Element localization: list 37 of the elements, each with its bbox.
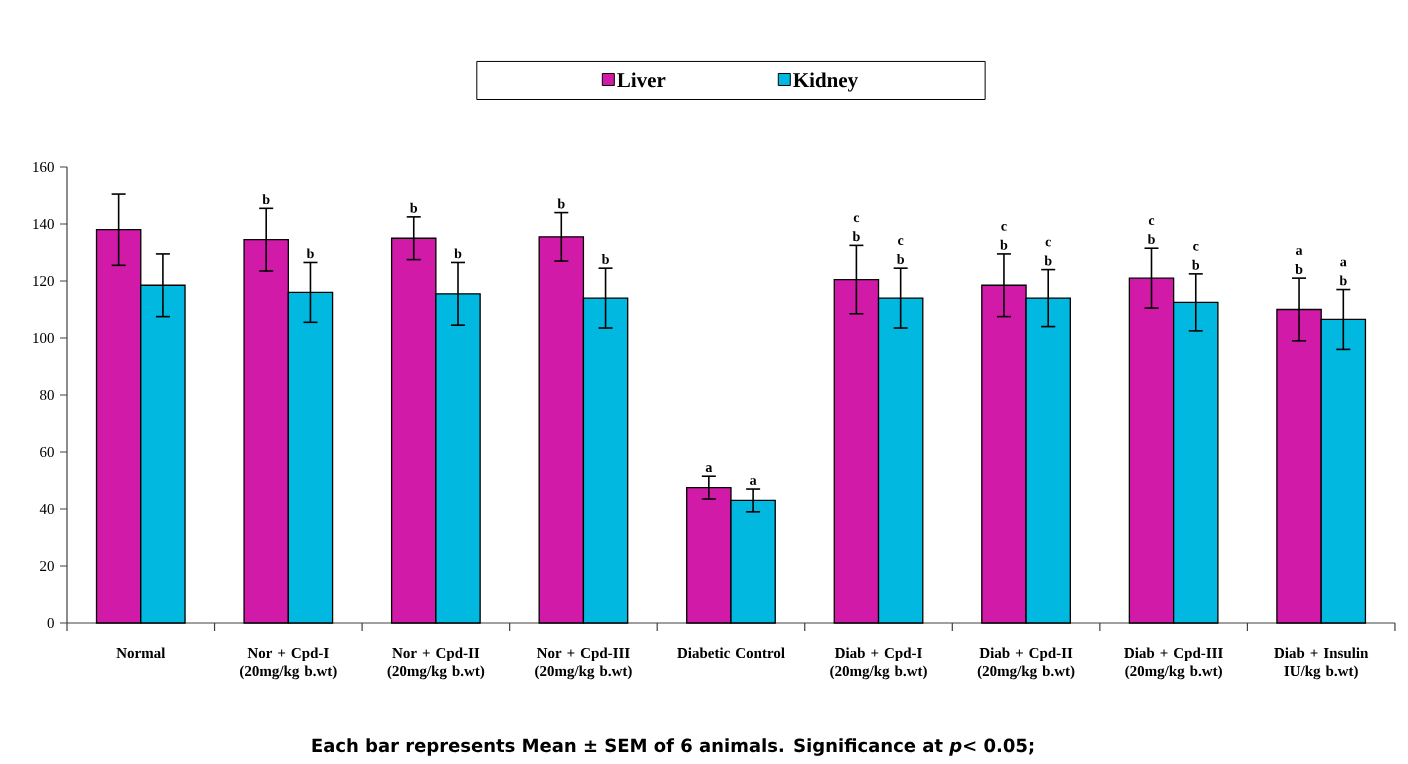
y-tick-label: 120 — [33, 275, 54, 287]
data-label: b — [601, 254, 609, 264]
data-label: c b — [1044, 239, 1052, 266]
legend-label: Liver — [617, 72, 666, 88]
x-tick-label: Nor + Cpd-II (20mg/kg b.wt) — [387, 647, 485, 680]
text: Each bar represents Mean ± SEM of 6 animals. Significance at p< 0.05; — [312, 738, 1034, 756]
data-label: a b — [1339, 259, 1347, 286]
x-tick-label: Normal — [116, 647, 166, 659]
y-tick-label: 160 — [33, 161, 54, 173]
y-tick-label: 60 — [40, 446, 54, 458]
x-tick-label: Diabetic Control — [677, 647, 785, 659]
data-label: b — [454, 248, 462, 259]
data-label: c b — [1147, 218, 1155, 245]
y-tick-label: 80 — [40, 389, 54, 401]
y-tick-label: 20 — [40, 560, 54, 572]
data-label: c b — [1000, 223, 1008, 250]
data-label: a — [750, 478, 757, 485]
data-label: a b — [1295, 248, 1303, 274]
data-label: b — [410, 202, 418, 213]
data-label: b — [262, 194, 270, 205]
y-tick-label: 40 — [39, 503, 54, 515]
x-tick-label: Diab + Cpd-III (20mg/kg b.wt) — [1124, 647, 1223, 680]
data-label: c b — [1192, 243, 1200, 270]
x-tick-label: Diab + Cpd-I (20mg/kg b.wt) — [830, 647, 927, 680]
data-label: c b — [896, 238, 904, 264]
data-label: c b — [852, 215, 860, 242]
x-tick-label: Diab + Insulin IU/kg b.wt) — [1274, 647, 1369, 680]
x-tick-label: Nor + Cpd-I (20mg/kg b.wt) — [240, 647, 337, 680]
data-label: b — [557, 198, 565, 209]
data-label: b — [306, 248, 314, 259]
y-tick-label: 100 — [33, 332, 54, 344]
x-tick-label: Diab + Cpd-II (20mg/kg b.wt) — [977, 647, 1075, 680]
x-tick-label: Nor + Cpd-III (20mg/kg b.wt) — [535, 647, 632, 680]
legend-label: Kidney — [793, 72, 858, 92]
y-tick-label: 140 — [33, 218, 54, 230]
y-tick-label: 0 — [47, 617, 54, 629]
data-label: a — [705, 465, 713, 473]
